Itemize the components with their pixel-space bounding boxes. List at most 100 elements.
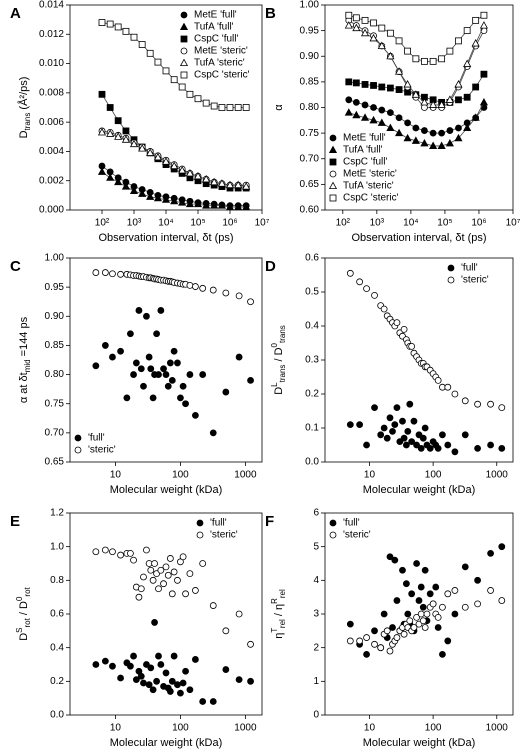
point [371, 640, 378, 648]
point [377, 41, 386, 49]
point [166, 555, 174, 562]
point [415, 597, 423, 604]
point [218, 104, 226, 111]
point [247, 640, 254, 648]
y-tick-label: 0.85 [45, 340, 65, 351]
point [377, 118, 386, 126]
point [162, 67, 170, 75]
legend-label: 'steric' [461, 275, 489, 286]
point [389, 427, 396, 435]
point [92, 269, 100, 276]
y-tick-label: 0.70 [45, 427, 65, 438]
point [445, 95, 454, 103]
y-tick-label: 0 [313, 710, 319, 721]
point [474, 600, 481, 608]
point [122, 127, 130, 135]
y-axis-title-part: rot [23, 586, 32, 596]
y-tick-label: 4 [313, 575, 319, 586]
point [345, 11, 353, 19]
y-axis-title-part: α at δt [18, 372, 30, 403]
legend-label: CspC 'steric' [343, 193, 399, 204]
point [383, 627, 391, 635]
x-tick-label: 10² [95, 218, 110, 229]
point [153, 677, 160, 685]
point [166, 688, 174, 695]
point [438, 55, 446, 63]
y-axis-title-part: T [270, 628, 279, 633]
point [117, 347, 124, 355]
point [154, 58, 162, 66]
point [92, 548, 100, 556]
point [235, 676, 243, 684]
point [461, 603, 469, 611]
y-tick-label: 0.90 [45, 311, 65, 322]
point [186, 90, 194, 98]
point [114, 117, 122, 125]
legend-label: 'full' [461, 263, 478, 274]
legend-label: TufA 'steric' [194, 58, 245, 69]
point [346, 421, 354, 429]
point [138, 144, 147, 152]
point [186, 281, 194, 289]
point [352, 110, 361, 119]
point [174, 359, 181, 367]
point [182, 400, 189, 408]
point [149, 576, 157, 584]
point [434, 444, 442, 452]
point [395, 114, 403, 122]
point [480, 70, 488, 78]
point [242, 202, 251, 211]
point [109, 353, 116, 361]
x-tick-label: 10⁶ [471, 218, 486, 229]
point [174, 576, 181, 584]
point [410, 417, 418, 425]
y-tick-label: 0.65 [45, 457, 65, 468]
point [370, 104, 377, 111]
y-axis-title-part: α [273, 104, 285, 111]
point [361, 101, 369, 109]
legend-marker [447, 264, 455, 272]
point [106, 173, 115, 181]
legend-label: CspC 'full' [194, 34, 238, 45]
point [132, 676, 140, 684]
point [151, 560, 158, 567]
point [472, 83, 480, 91]
y-axis-title-part: mid [23, 359, 32, 372]
point [130, 33, 138, 41]
legend-marker [329, 158, 337, 166]
x-axis-title: Molecular weight (kDa) [110, 737, 222, 749]
point [479, 97, 489, 106]
y-axis-title-part: D [273, 387, 285, 395]
point [413, 441, 420, 449]
point [106, 20, 114, 28]
point [199, 371, 207, 378]
point [166, 359, 174, 367]
y-axis-title-part: D [18, 633, 30, 641]
point [487, 550, 494, 557]
point [160, 365, 167, 373]
y-tick-label: 0.010 [39, 58, 64, 69]
point [193, 171, 203, 180]
point [129, 139, 139, 148]
point [446, 127, 454, 134]
point [202, 174, 211, 183]
point [122, 27, 130, 35]
point [222, 627, 230, 635]
point [454, 80, 463, 88]
x-tick-label: 1000 [486, 470, 509, 481]
point [412, 55, 420, 63]
x-tick-label: 10⁷ [255, 218, 270, 229]
legend-marker [179, 22, 189, 30]
point [399, 417, 406, 425]
point [413, 560, 420, 567]
point [361, 81, 369, 88]
point [235, 292, 243, 300]
point [386, 647, 394, 655]
x-tick-label: 10³ [127, 218, 142, 229]
point [393, 634, 401, 641]
point [474, 444, 481, 452]
point [97, 127, 107, 136]
y-axis-title-part: rel [278, 619, 287, 628]
point [421, 566, 429, 574]
point [168, 376, 176, 384]
